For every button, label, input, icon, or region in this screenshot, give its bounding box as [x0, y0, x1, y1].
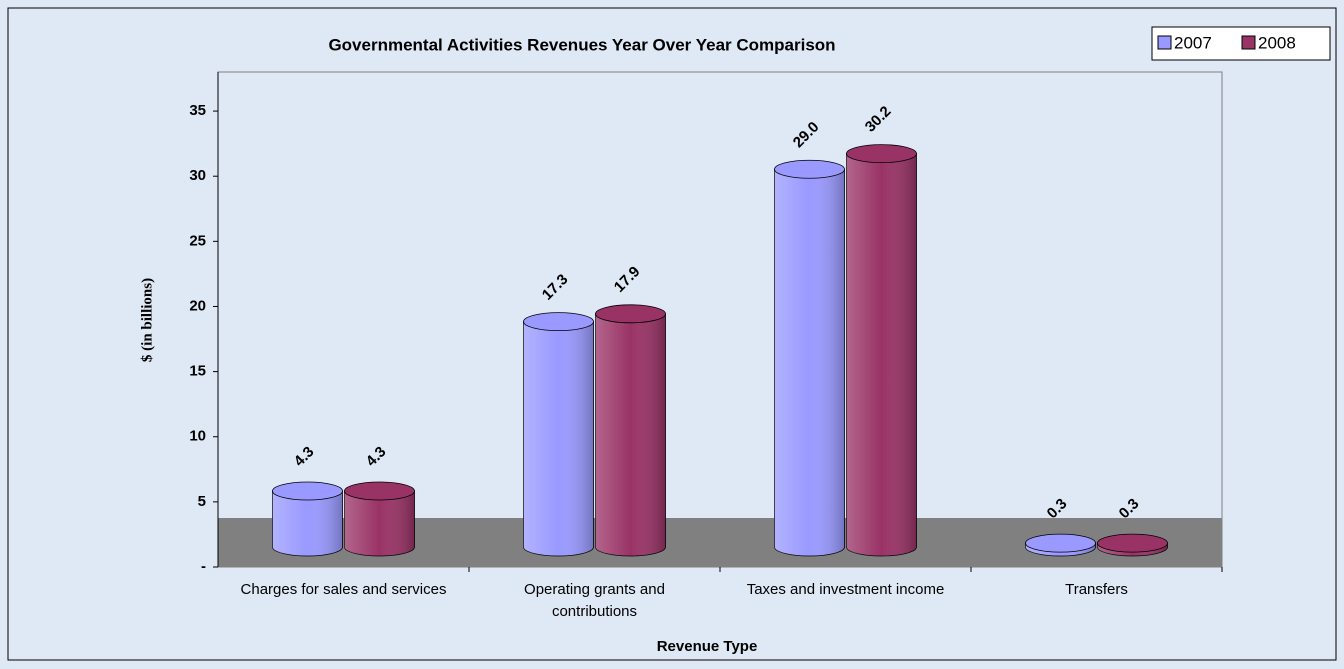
data-label: 30.2: [862, 103, 895, 136]
bar-top: [774, 159, 845, 179]
chart-border: [7, 7, 1337, 661]
y-tick-label: 35: [189, 102, 206, 119]
bar-top: [272, 481, 343, 501]
chart-title: Governmental Activities Revenues Year Ov…: [328, 35, 835, 54]
y-tick-label: 20: [189, 297, 206, 314]
legend-swatch: [1241, 35, 1256, 50]
y-tick-label: -: [201, 558, 206, 575]
y-tick-label: 25: [189, 232, 206, 249]
x-tick-label: Operating grants and contributions: [524, 581, 665, 620]
bar-shade: [344, 490, 415, 556]
bar-top: [1025, 533, 1096, 553]
bar-shade: [523, 321, 594, 556]
bar-shade: [774, 169, 845, 556]
y-tick-label: 10: [189, 428, 206, 445]
y-tick-label: 5: [198, 493, 206, 510]
bar-top: [595, 304, 666, 324]
bar-top: [523, 312, 594, 332]
x-tick-label: Taxes and investment income: [746, 581, 945, 598]
bar-shade: [272, 490, 343, 556]
bar-top: [846, 144, 917, 164]
data-label: 4.3: [291, 443, 318, 470]
data-label: 4.3: [363, 443, 390, 470]
bar-top: [1097, 533, 1168, 553]
data-label: 29.0: [790, 119, 823, 152]
legend: [1151, 26, 1331, 61]
legend-label: 2008: [1258, 33, 1296, 52]
bar-top: [344, 481, 415, 501]
y-axis-title: $ (in billions): [139, 278, 155, 362]
bar-shade: [846, 153, 917, 556]
data-label: 17.9: [611, 263, 644, 296]
x-axis-title: Revenue Type: [657, 638, 758, 655]
legend-label: 2007: [1174, 33, 1212, 52]
bar-shade: [595, 313, 666, 556]
x-tick-label: Charges for sales and services: [240, 581, 447, 598]
data-label: 17.3: [539, 271, 572, 304]
y-tick-label: 15: [189, 363, 206, 380]
x-tick-label: Transfers: [1065, 581, 1128, 598]
legend-swatch: [1157, 35, 1172, 50]
y-tick-label: 30: [189, 167, 206, 184]
